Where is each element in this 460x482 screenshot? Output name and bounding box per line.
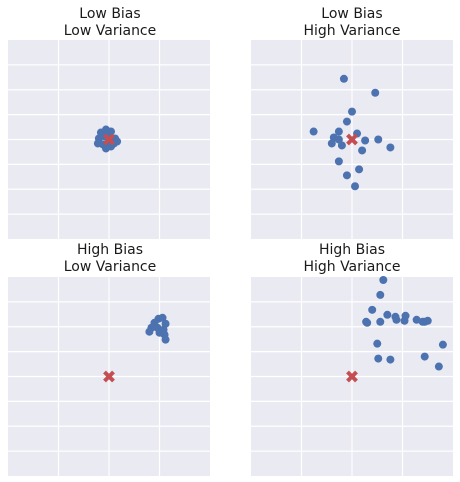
data-point [383,310,392,319]
data-point [358,146,367,155]
panel-high-bias-high-variance: High Bias High Variance [230,241,460,482]
chart-title: High Bias High Variance [232,242,460,276]
title-line-2: Low Variance [63,23,157,39]
data-point [339,74,348,83]
title-line-1: High Bias [319,242,385,258]
data-point [327,139,336,148]
data-point [348,107,356,116]
data-point [438,340,447,349]
data-point [342,171,351,180]
data-point [418,317,427,326]
data-point [420,352,429,361]
title-line-2: High Variance [303,259,401,275]
data-point [161,335,170,344]
target-marker [346,133,358,146]
panel-high-bias-low-variance: High Bias Low Variance [0,241,230,482]
data-point [374,354,383,363]
data-point [434,362,443,371]
title-line-2: High Variance [303,23,401,39]
title-line-2: Low Variance [63,259,157,275]
target-marker-stroke [346,133,358,146]
data-point [351,182,360,191]
panel-low-bias-high-variance: Low Bias High Variance [230,0,460,241]
data-point [334,127,343,136]
title-line-1: Low Bias [79,6,141,22]
data-point [371,88,380,97]
data-point [101,144,110,153]
data-point [376,317,385,326]
data-point [373,339,382,348]
panel-low-bias-low-variance: Low Bias Low Variance [0,0,230,241]
data-point [392,315,401,324]
data-point [334,135,343,144]
data-point [309,127,318,136]
data-point [361,136,370,145]
target-marker-stroke [103,370,115,383]
target-marker [103,370,115,383]
chart-title: Low Bias Low Variance [0,6,230,40]
target-marker [346,370,358,383]
data-point [412,315,421,324]
data-point [363,318,372,327]
title-line-1: High Bias [77,242,143,258]
data-point [342,117,351,126]
data-point [386,355,395,364]
target-marker-stroke [103,133,115,146]
data-point [400,316,409,325]
data-point [337,141,346,150]
target-marker [103,133,115,146]
data-point [334,157,343,166]
data-point [376,290,385,299]
chart-title: High Bias Low Variance [0,242,230,276]
data-point [145,327,154,336]
data-point [379,275,388,284]
chart-title: Low Bias High Variance [232,6,460,40]
data-point [158,313,167,322]
data-point [355,165,364,174]
data-point [386,143,395,152]
data-point [374,135,383,144]
title-line-1: Low Bias [321,6,383,22]
data-point [368,305,377,314]
target-marker-stroke [346,370,358,383]
